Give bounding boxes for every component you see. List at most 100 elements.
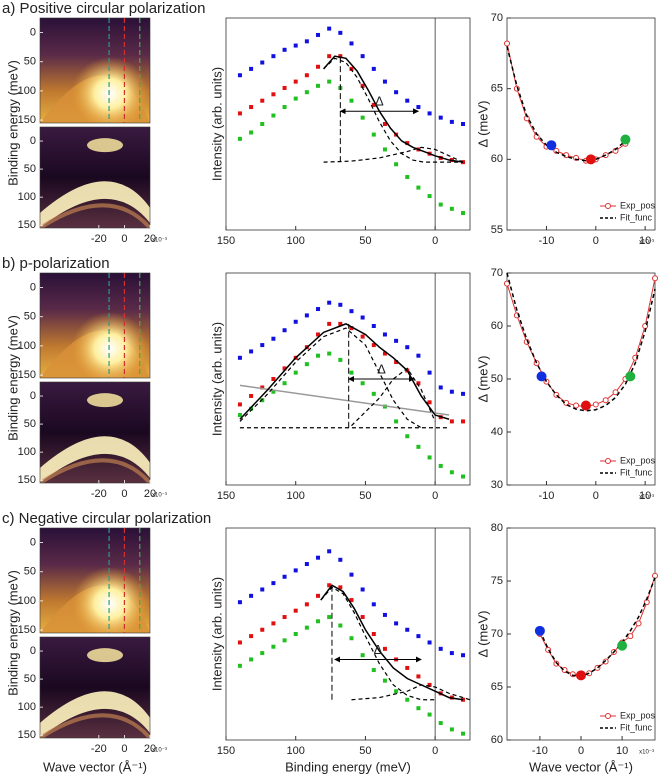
delta-point <box>652 572 658 579</box>
edc-point <box>461 122 466 126</box>
edc-point <box>271 336 276 341</box>
edc-point <box>249 634 254 639</box>
x-tick-label: 0 <box>593 490 599 502</box>
x-tick-label: 150 <box>217 745 235 757</box>
x-tick-label: 100 <box>287 745 305 757</box>
edc-point <box>438 115 443 120</box>
edc-point <box>237 663 242 668</box>
x-tick-label: 20 <box>144 743 156 755</box>
edc-point <box>327 549 332 554</box>
legend-label: Fit_func <box>620 467 653 477</box>
x-tick-label: -20 <box>91 743 107 755</box>
x-tick-label: 50 <box>359 745 371 757</box>
edc-point <box>304 562 309 567</box>
edc-point <box>382 122 387 126</box>
x-tick-label: 20 <box>144 488 156 500</box>
edc-point <box>316 593 321 598</box>
y-tick-label: 75 <box>491 575 503 587</box>
edc-point <box>371 602 376 607</box>
edc-point <box>271 377 276 381</box>
edc-point <box>282 328 287 333</box>
x-tick-label: 100 <box>287 235 305 247</box>
x-exponent: x10⁻³ <box>152 748 167 754</box>
edc-point <box>249 349 254 354</box>
edc-point <box>237 73 242 78</box>
cut-point <box>617 640 628 651</box>
edc-point <box>304 625 309 630</box>
panel-title: b) p-polarization <box>2 255 110 272</box>
arpes-image <box>40 637 150 738</box>
edc-point <box>416 444 421 449</box>
delta-point <box>602 397 609 404</box>
edc-point <box>461 653 466 658</box>
image-frame <box>39 272 151 379</box>
legend-label: Exp_pos <box>620 200 656 210</box>
glow <box>71 56 149 123</box>
edc-point <box>349 66 354 71</box>
edc-point <box>293 319 298 324</box>
glow <box>71 311 149 378</box>
edc-point <box>405 665 410 670</box>
edc-point <box>349 598 354 603</box>
edc-point <box>382 646 387 651</box>
x-tick-label: 0 <box>432 235 438 247</box>
edc-point <box>382 678 387 683</box>
edc-point <box>405 175 410 179</box>
cut-point <box>625 371 636 382</box>
x-exponent: x10⁻³ <box>152 238 167 244</box>
edc-point <box>349 41 354 46</box>
x-tick-label: -10 <box>539 235 555 247</box>
edc-point <box>461 391 466 396</box>
y-tick-label: 50 <box>24 163 36 175</box>
y-tick-label: 100 <box>18 595 36 607</box>
delta-line <box>506 46 626 162</box>
edc-point <box>360 334 365 339</box>
edc-point <box>327 351 332 356</box>
image-frame <box>39 17 151 124</box>
edc-point <box>382 612 387 617</box>
edc-point <box>461 474 466 479</box>
edc-point <box>461 211 466 216</box>
edc-point <box>360 587 365 592</box>
delta-label: Δ <box>374 642 383 657</box>
edc-point <box>416 706 421 711</box>
plot-frame <box>225 17 471 231</box>
edc-point <box>260 122 265 126</box>
fit-curve <box>351 684 471 701</box>
edc-point <box>449 419 454 424</box>
edc-point <box>349 572 354 577</box>
y-tick-label: 150 <box>18 369 36 381</box>
y-tick-label: 50 <box>24 311 36 323</box>
delta-label: Δ <box>377 361 386 376</box>
x-tick-label: 150 <box>217 235 235 247</box>
plot-frame <box>225 272 471 486</box>
edc-point <box>304 39 309 44</box>
edc-point <box>382 351 387 356</box>
y-tick-label: 100 <box>18 85 36 97</box>
edc-point <box>271 54 276 59</box>
x-tick-label: 100 <box>287 490 305 502</box>
y-tick-label: 0 <box>30 390 36 402</box>
edc-point <box>371 668 376 673</box>
edc-point <box>327 79 332 84</box>
edc-point <box>304 73 309 78</box>
edc-point <box>282 574 287 579</box>
edc-point <box>304 602 309 607</box>
edc-point <box>394 419 399 424</box>
y-tick-label: 60 <box>491 320 503 332</box>
y-tick-label: 70 <box>491 628 503 640</box>
x-axis-label: Binding energy (meV) <box>285 759 411 774</box>
edc-point <box>293 608 298 613</box>
edc-point <box>371 102 376 107</box>
x-tick-label: 20 <box>144 233 156 245</box>
arch <box>40 691 150 738</box>
y-tick-label: 0 <box>30 281 36 293</box>
fit-curve <box>320 584 464 701</box>
edc-point <box>360 83 365 88</box>
x-tick-label: 50 <box>359 235 371 247</box>
edc-point <box>416 185 421 190</box>
edc-point <box>316 307 321 312</box>
edc-point <box>338 302 343 307</box>
edc-point <box>438 646 443 651</box>
cut-point <box>546 140 557 151</box>
